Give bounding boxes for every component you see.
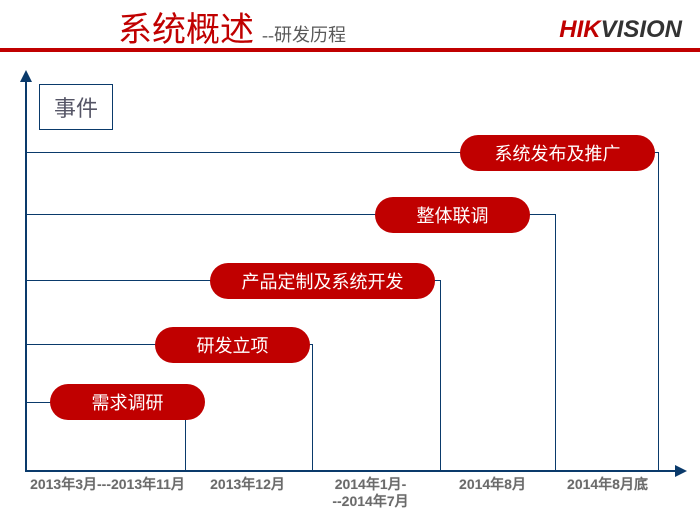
brand-logo: HIKVISION	[559, 16, 682, 44]
y-axis-label: 事件	[39, 84, 113, 130]
x-axis-label: 2014年8月	[440, 476, 545, 493]
timeline-event-pill: 产品定制及系统开发	[210, 263, 435, 299]
x-axis-arrow-icon	[675, 465, 687, 477]
x-axis-label: 2014年8月底	[555, 476, 660, 493]
x-axis-label: 2013年12月	[195, 476, 300, 493]
x-axis-label: 2013年3月---2013年11月	[25, 476, 190, 493]
step-vline	[658, 152, 659, 470]
timeline-event-pill: 需求调研	[50, 384, 205, 420]
logo-part-vision: VISION	[601, 16, 682, 43]
y-axis	[25, 80, 27, 470]
title-main: 系统概述	[118, 2, 254, 51]
timeline-event-pill: 系统发布及推广	[460, 135, 655, 171]
timeline-event-pill: 整体联调	[375, 197, 530, 233]
timeline-chart: 事件 需求调研研发立项产品定制及系统开发整体联调系统发布及推广2013年3月--…	[25, 80, 685, 470]
x-axis	[25, 470, 675, 472]
x-axis-label: 2014年1月- --2014年7月	[313, 476, 428, 510]
slide-root: 系统概述 --研发历程 HIKVISION 事件 需求调研 研发立项 产品定制及系统…	[0, 0, 700, 525]
logo-part-hik: HIK	[559, 16, 600, 43]
timeline-event-pill: 研发立项	[155, 327, 310, 363]
top-divider	[0, 48, 700, 52]
step-vline	[440, 280, 441, 470]
step-vline	[312, 344, 313, 470]
title-subtitle: --研发历程	[262, 21, 346, 47]
step-vline	[555, 214, 556, 470]
